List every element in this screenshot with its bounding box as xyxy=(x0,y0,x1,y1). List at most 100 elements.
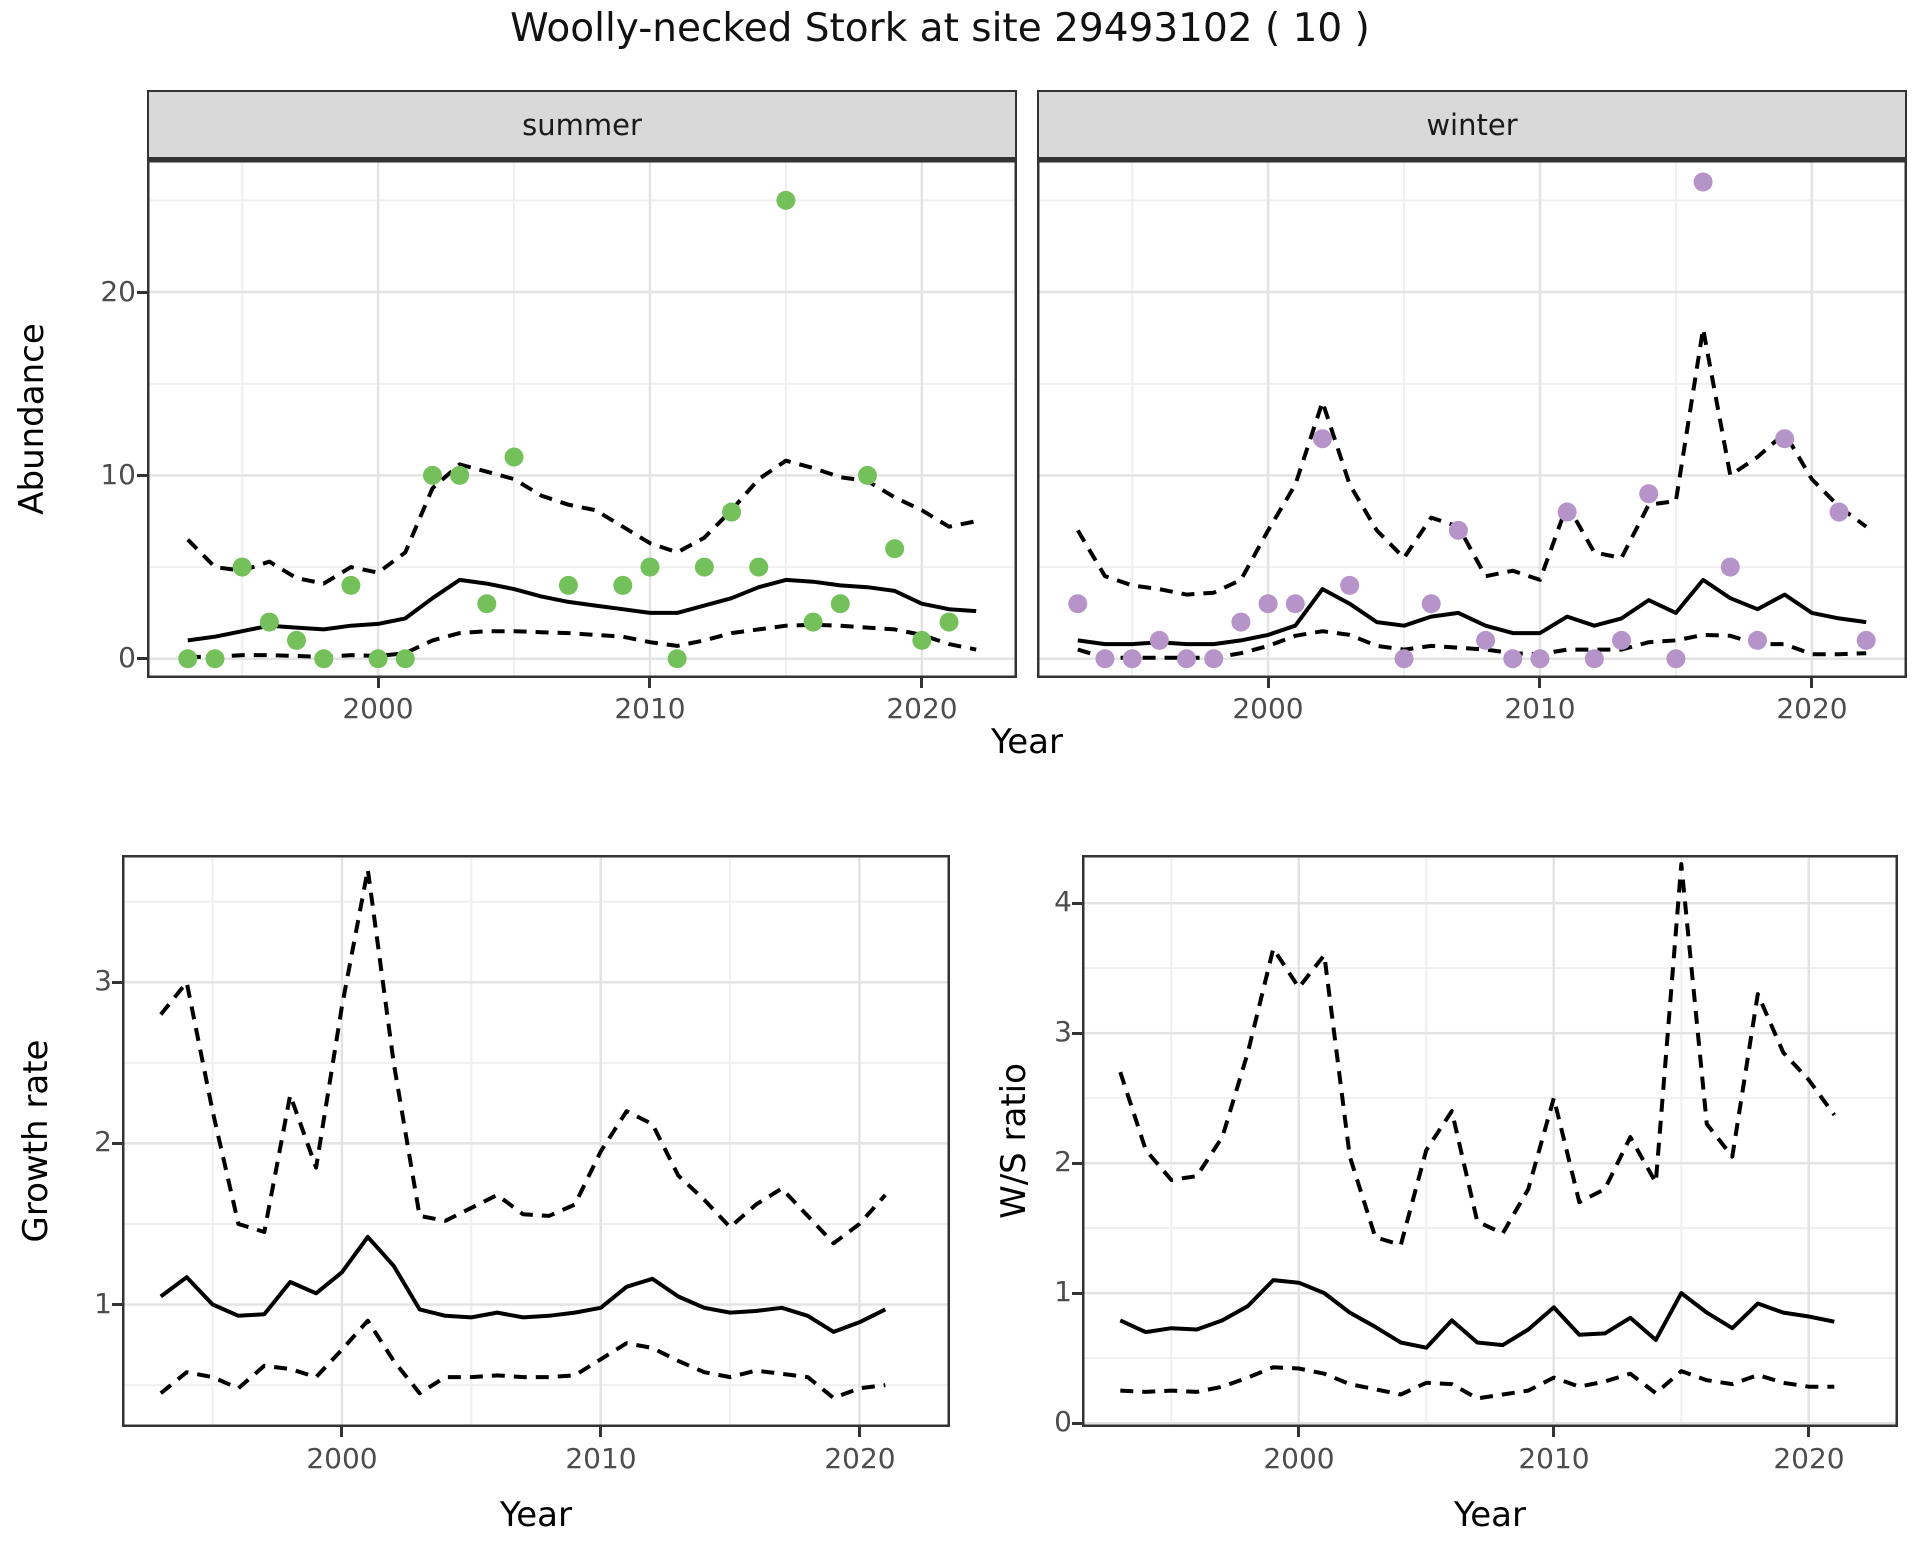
abundance-winter-point xyxy=(1394,649,1414,669)
winter-tick-2000: 2000 xyxy=(1232,692,1304,725)
growth-tick-2020: 2020 xyxy=(824,1442,896,1475)
growth-tick-2010: 2010 xyxy=(565,1442,637,1475)
abundance-summer-point xyxy=(803,612,823,632)
abundance-summer-point xyxy=(341,575,361,595)
x-axis-title-year-top: Year xyxy=(991,722,1063,762)
panel-growth-rate xyxy=(122,855,950,1427)
growth-rate-ci_lower-line xyxy=(159,1318,886,1400)
abundance-tick-0: 0 xyxy=(118,641,136,675)
abundance-tick-20: 20 xyxy=(100,275,136,309)
axis-tick-mark xyxy=(1297,1427,1301,1437)
axis-tick-mark xyxy=(1552,1427,1556,1437)
axis-tick-mark xyxy=(857,1427,861,1437)
winter-tick-2010: 2010 xyxy=(1504,692,1576,725)
abundance-summer-point xyxy=(694,557,714,577)
facet-strip-summer-label: summer xyxy=(522,107,642,142)
axis-tick-mark xyxy=(920,678,924,688)
abundance-summer-point xyxy=(885,539,905,559)
abundance-winter-point xyxy=(1530,649,1550,669)
abundance-winter-point xyxy=(1285,594,1305,614)
axis-tick-mark xyxy=(137,290,147,294)
axis-tick-mark xyxy=(1266,678,1270,688)
abundance-summer-ci_lower-line xyxy=(187,622,977,659)
axis-tick-mark xyxy=(1072,1031,1082,1035)
axis-tick-mark xyxy=(112,980,122,984)
page-title: Woolly-necked Stork at site 29493102 ( 1… xyxy=(510,6,1370,51)
abundance-winter-point xyxy=(1231,612,1251,632)
ws-tick-3: 3 xyxy=(1054,1015,1072,1049)
abundance-winter-point xyxy=(1557,502,1577,522)
ws-tick-2000: 2000 xyxy=(1263,1442,1335,1475)
abundance-summer-point xyxy=(613,575,633,595)
growth-tick-2000: 2000 xyxy=(306,1442,378,1475)
abundance-summer-point xyxy=(912,630,932,650)
abundance-summer-ci_upper-line xyxy=(186,458,977,586)
abundance-winter-point xyxy=(1612,630,1632,650)
abundance-winter-point xyxy=(1421,594,1441,614)
abundance-summer-point xyxy=(558,575,578,595)
abundance-summer-point xyxy=(368,649,388,669)
axis-tick-mark xyxy=(137,657,147,661)
abundance-winter-point xyxy=(1122,649,1142,669)
abundance-summer-point xyxy=(232,557,252,577)
y-axis-title-abundance: Abundance xyxy=(12,323,52,515)
abundance-winter-ci_upper-line xyxy=(1076,326,1868,597)
abundance-summer-point xyxy=(395,649,415,669)
panel-border xyxy=(1082,855,1898,1427)
ws-ratio-ci_upper-line xyxy=(1118,862,1836,1247)
abundance-summer-point xyxy=(749,557,769,577)
growth-tick-3: 3 xyxy=(94,964,112,998)
abundance-winter-point xyxy=(1177,649,1197,669)
axis-tick-mark xyxy=(1072,1291,1082,1295)
ws-tick-0: 0 xyxy=(1054,1405,1072,1439)
abundance-summer-point xyxy=(939,612,959,632)
abundance-winter-point xyxy=(1666,649,1686,669)
abundance-summer-point xyxy=(857,465,877,485)
abundance-winter-point xyxy=(1476,630,1496,650)
facet-strip-summer: summer xyxy=(147,90,1017,160)
ws-tick-1: 1 xyxy=(1054,1275,1072,1309)
abundance-winter-point xyxy=(1258,594,1278,614)
axis-tick-mark xyxy=(1538,678,1542,688)
axis-tick-mark xyxy=(112,1303,122,1307)
facet-strip-winter-label: winter xyxy=(1426,107,1518,142)
growth-rate-fit-line xyxy=(159,1234,887,1334)
abundance-summer-point xyxy=(667,649,687,669)
axis-tick-mark xyxy=(1072,1161,1082,1165)
axis-tick-mark xyxy=(1072,1421,1082,1425)
abundance-summer-fit-line xyxy=(187,577,977,643)
abundance-summer-point xyxy=(205,649,225,669)
abundance-winter-point xyxy=(1448,520,1468,540)
abundance-winter-point xyxy=(1829,502,1849,522)
abundance-summer-point xyxy=(640,557,660,577)
abundance-summer-point xyxy=(830,594,850,614)
panel-border xyxy=(122,855,950,1427)
axis-tick-mark xyxy=(137,473,147,477)
abundance-winter-point xyxy=(1856,630,1876,650)
abundance-winter-point xyxy=(1639,484,1659,504)
abundance-summer-point xyxy=(504,447,524,467)
x-axis-title-year-ws: Year xyxy=(1454,1495,1526,1535)
growth-tick-2: 2 xyxy=(94,1125,112,1159)
panel-abundance-winter xyxy=(1037,160,1907,678)
ws-ratio-ci_lower-line xyxy=(1120,1365,1835,1401)
axis-tick-mark xyxy=(112,1141,122,1145)
abundance-winter-point xyxy=(1068,594,1088,614)
axis-tick-mark xyxy=(1810,678,1814,688)
panel-ws-ratio xyxy=(1082,855,1898,1427)
panel-border xyxy=(1037,160,1907,678)
abundance-summer-point xyxy=(259,612,279,632)
abundance-summer-point xyxy=(450,465,470,485)
abundance-summer-point xyxy=(314,649,334,669)
axis-tick-mark xyxy=(648,678,652,688)
growth-rate-ci_upper-line xyxy=(159,867,887,1246)
summer-tick-2010: 2010 xyxy=(614,692,686,725)
ws-tick-4: 4 xyxy=(1054,885,1072,919)
abundance-winter-point xyxy=(1149,630,1169,650)
facet-strip-winter: winter xyxy=(1037,90,1907,160)
x-axis-title-year-growth: Year xyxy=(500,1495,572,1535)
summer-tick-2020: 2020 xyxy=(886,692,958,725)
abundance-winter-point xyxy=(1503,649,1523,669)
abundance-winter-point xyxy=(1720,557,1740,577)
